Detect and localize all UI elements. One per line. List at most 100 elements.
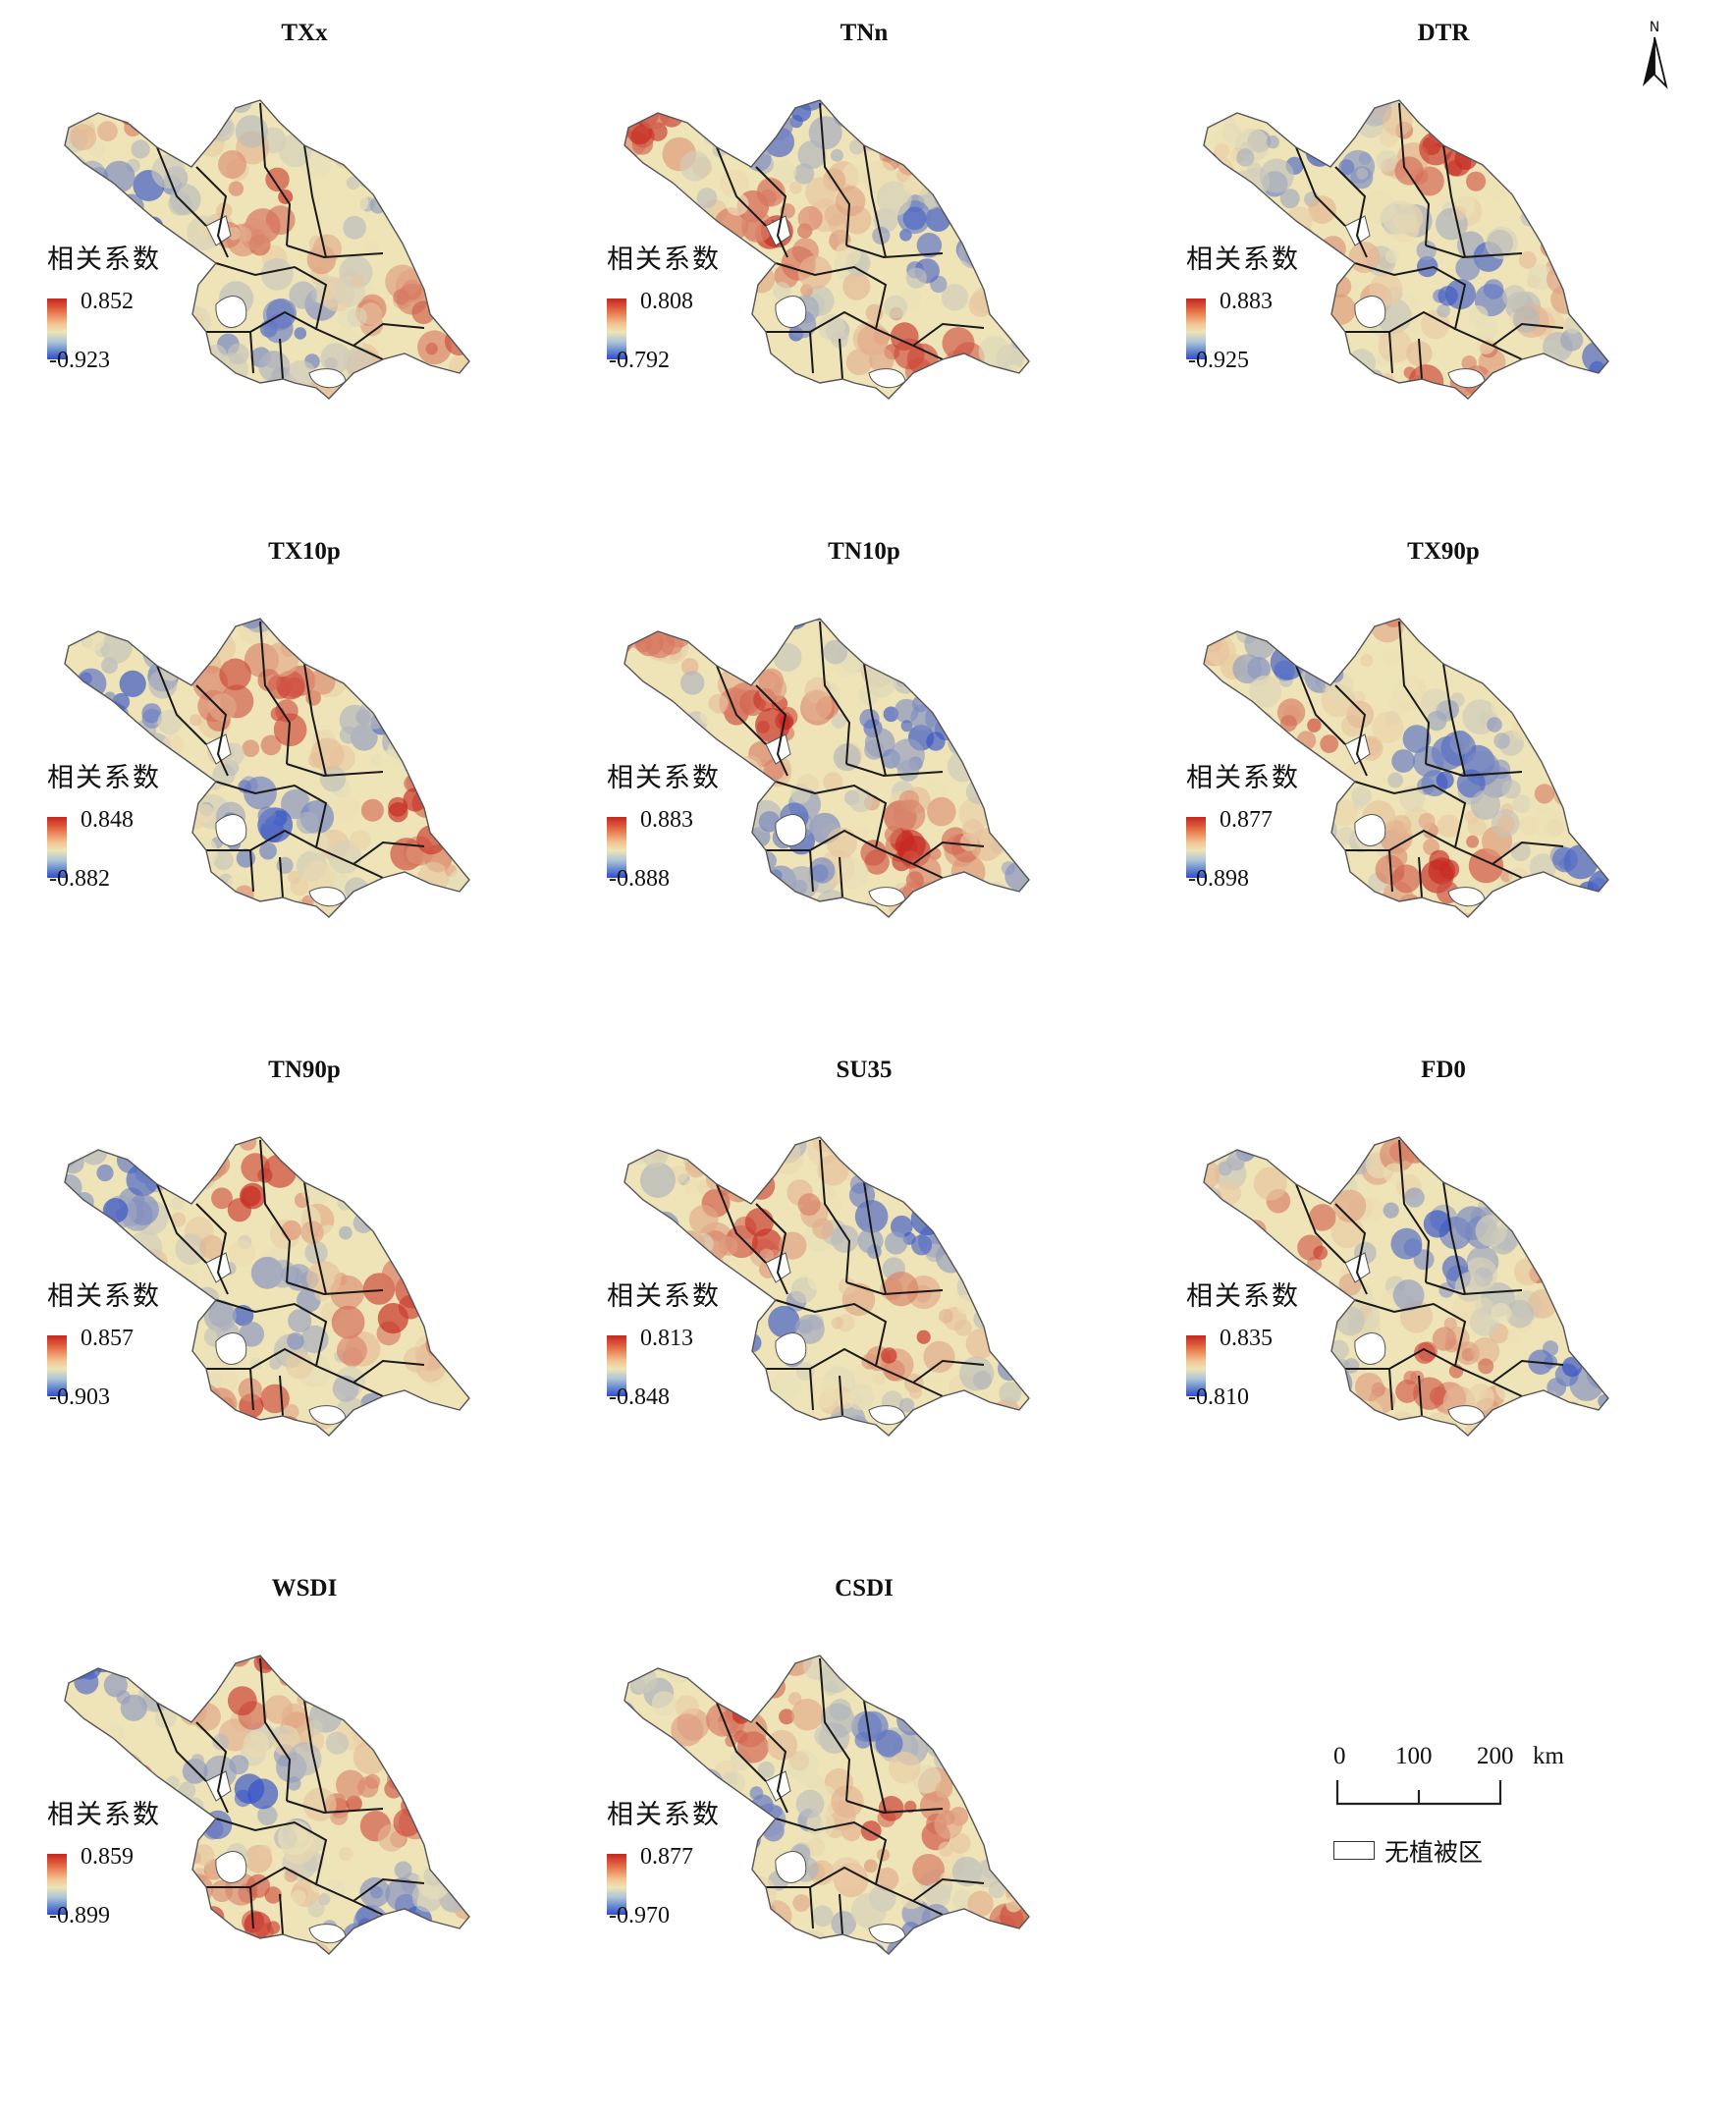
raster-cell bbox=[1600, 825, 1608, 839]
raster-cell bbox=[1484, 619, 1508, 640]
raster-cell bbox=[961, 105, 996, 139]
raster-cell bbox=[380, 893, 394, 906]
raster-cell bbox=[380, 1656, 406, 1662]
raster-cell bbox=[940, 1196, 957, 1214]
raster-cell bbox=[1383, 106, 1413, 136]
city-boundary bbox=[195, 1721, 229, 1814]
city-boundary bbox=[863, 144, 887, 258]
city-boundary bbox=[1334, 166, 1368, 258]
raster-cell bbox=[65, 155, 88, 183]
raster-cell bbox=[992, 1250, 1022, 1281]
raster-cell bbox=[1402, 1422, 1415, 1435]
raster-cell bbox=[791, 1698, 824, 1731]
raster-cell bbox=[268, 1656, 295, 1657]
raster-cell bbox=[624, 1930, 649, 1954]
raster-cell bbox=[708, 1670, 726, 1688]
city-boundary bbox=[353, 322, 425, 347]
raster-cell bbox=[450, 1765, 469, 1796]
raster-cell bbox=[1572, 1158, 1600, 1185]
raster-cell bbox=[1599, 821, 1608, 837]
raster-cell bbox=[311, 103, 335, 127]
raster-cell bbox=[684, 894, 701, 910]
raster-cell bbox=[227, 1656, 251, 1667]
city-boundary bbox=[1345, 829, 1456, 851]
raster-cell bbox=[402, 1421, 434, 1436]
raster-cell bbox=[407, 174, 424, 191]
raster-cell bbox=[257, 669, 281, 692]
raster-cell bbox=[444, 382, 469, 399]
raster-cell bbox=[916, 1330, 931, 1344]
raster-cell bbox=[965, 620, 995, 649]
raster-cell bbox=[324, 356, 338, 370]
raster-cell bbox=[1310, 119, 1328, 136]
raster-cell bbox=[242, 739, 260, 757]
raster-cell bbox=[1325, 638, 1349, 663]
raster-cell bbox=[1524, 884, 1537, 896]
raster-cell bbox=[865, 666, 896, 698]
raster-cell bbox=[823, 639, 848, 665]
raster-cell bbox=[985, 367, 1006, 388]
raster-cell bbox=[1542, 1248, 1560, 1267]
raster-cell bbox=[213, 849, 234, 871]
city-boundary bbox=[845, 1800, 944, 1815]
legend-title: 相关系数 bbox=[1186, 244, 1300, 275]
raster-cell bbox=[110, 1246, 141, 1277]
raster-cell bbox=[1236, 148, 1255, 167]
city-boundary bbox=[755, 684, 788, 777]
legend: 相关系数 0.852 -0.923 bbox=[39, 238, 226, 375]
city-boundary bbox=[1425, 1281, 1523, 1296]
raster-cell bbox=[433, 1656, 458, 1679]
raster-cell bbox=[848, 787, 874, 813]
raster-cell bbox=[1594, 1318, 1608, 1333]
raster-cell bbox=[1321, 619, 1341, 622]
raster-cell bbox=[1242, 731, 1257, 745]
raster-cell bbox=[740, 210, 774, 243]
raster-cell bbox=[298, 632, 310, 645]
raster-cell bbox=[346, 176, 360, 190]
raster-cell bbox=[1555, 714, 1585, 742]
raster-cell bbox=[1493, 733, 1510, 749]
raster-cell bbox=[925, 1137, 952, 1156]
raster-cell bbox=[732, 1706, 750, 1724]
raster-cell bbox=[726, 657, 747, 679]
raster-cell bbox=[963, 1138, 981, 1157]
city-boundary bbox=[1418, 856, 1423, 898]
raster-cell bbox=[765, 1425, 786, 1436]
raster-cell bbox=[448, 1264, 469, 1294]
raster-cell bbox=[847, 1384, 875, 1411]
raster-cell bbox=[1329, 113, 1346, 130]
raster-cell bbox=[392, 1932, 421, 1954]
raster-cell bbox=[1376, 149, 1398, 172]
raster-cell bbox=[906, 81, 922, 96]
raster-cell bbox=[1269, 619, 1289, 633]
raster-cell bbox=[97, 121, 118, 141]
raster-cell bbox=[1492, 636, 1528, 672]
choropleth-map bbox=[624, 1655, 1030, 1955]
city-boundary bbox=[766, 829, 877, 851]
city-boundary bbox=[1295, 1183, 1346, 1264]
raster-cell bbox=[658, 1756, 680, 1778]
raster-cell bbox=[624, 1239, 639, 1258]
raster-cell bbox=[418, 1737, 437, 1756]
city-boundary bbox=[206, 829, 317, 851]
raster-cell bbox=[849, 1363, 878, 1390]
raster-cell bbox=[1451, 619, 1478, 645]
raster-cell bbox=[1443, 110, 1463, 130]
scale-tick-100: 100 bbox=[1395, 1743, 1433, 1769]
raster-cell bbox=[339, 100, 369, 114]
panel-title: TX10p bbox=[268, 538, 341, 565]
raster-cell bbox=[754, 891, 784, 917]
raster-cell bbox=[269, 1357, 282, 1370]
legend-title: 相关系数 bbox=[1186, 1281, 1300, 1312]
raster-cell bbox=[1000, 619, 1016, 621]
raster-cell bbox=[1529, 134, 1551, 156]
raster-cell bbox=[750, 1413, 778, 1436]
raster-cell bbox=[707, 1671, 728, 1692]
raster-cell bbox=[364, 1928, 397, 1954]
raster-cell bbox=[643, 1211, 656, 1223]
raster-cell bbox=[838, 1277, 856, 1295]
raster-cell bbox=[675, 1695, 699, 1719]
raster-cell bbox=[1555, 188, 1573, 206]
raster-cell bbox=[1001, 103, 1019, 121]
raster-cell bbox=[1215, 1232, 1227, 1246]
